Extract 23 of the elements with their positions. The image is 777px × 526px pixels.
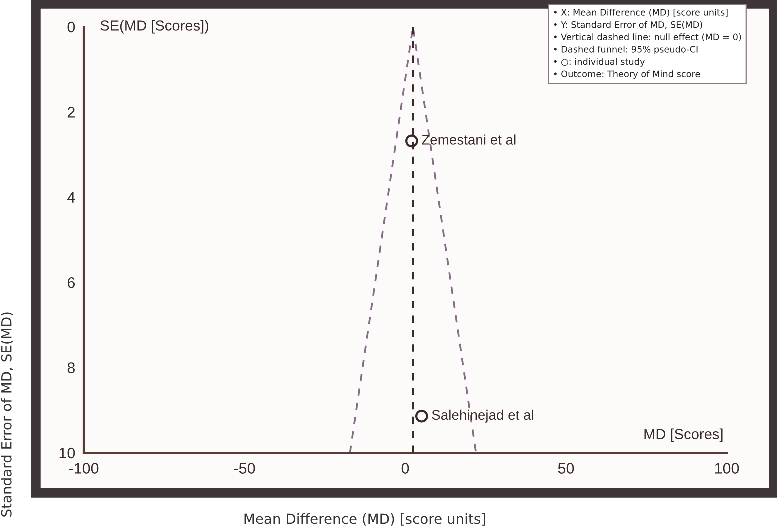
y-tick-label: 10 [60, 448, 76, 459]
annotation: • Dashed funnel: 95% pseudo-CI [554, 46, 698, 55]
annotation: • Vertical dashed line: null effect (MD = 0) [554, 34, 742, 42]
annotation: Salehinejad et al [432, 410, 534, 423]
y-axis-title: Standard Error of MD, SE(MD) [1, 312, 14, 517]
annotation: SE(MD [Scores]) [100, 20, 209, 34]
y-tick-label: 2 [68, 107, 75, 118]
y-tick-label: 0 [68, 22, 76, 33]
x-tick-label: -100 [69, 463, 99, 474]
annotation: • ○: individual study [554, 58, 645, 67]
x-tick-label: -50 [234, 463, 256, 474]
x-axis-title: Mean Difference (MD) [score units] [244, 513, 486, 526]
annotation: • Y: Standard Error of MD, SE(MD) [554, 21, 702, 30]
annotation: • Outcome: Theory of Mind score [554, 70, 700, 80]
x-tick-label: 50 [558, 463, 574, 474]
y-tick-label: 8 [68, 362, 76, 374]
annotation: MD [Scores] [644, 428, 723, 442]
annotation: Zemestani et al [422, 134, 516, 145]
text: • X: Mean Difference (MD) [score units] [554, 9, 728, 17]
y-tick-label: 4 [68, 192, 76, 203]
y-tick-label: 6 [68, 277, 75, 288]
x-tick-label: 100 [715, 463, 740, 474]
x-tick-label: 0 [402, 463, 410, 474]
